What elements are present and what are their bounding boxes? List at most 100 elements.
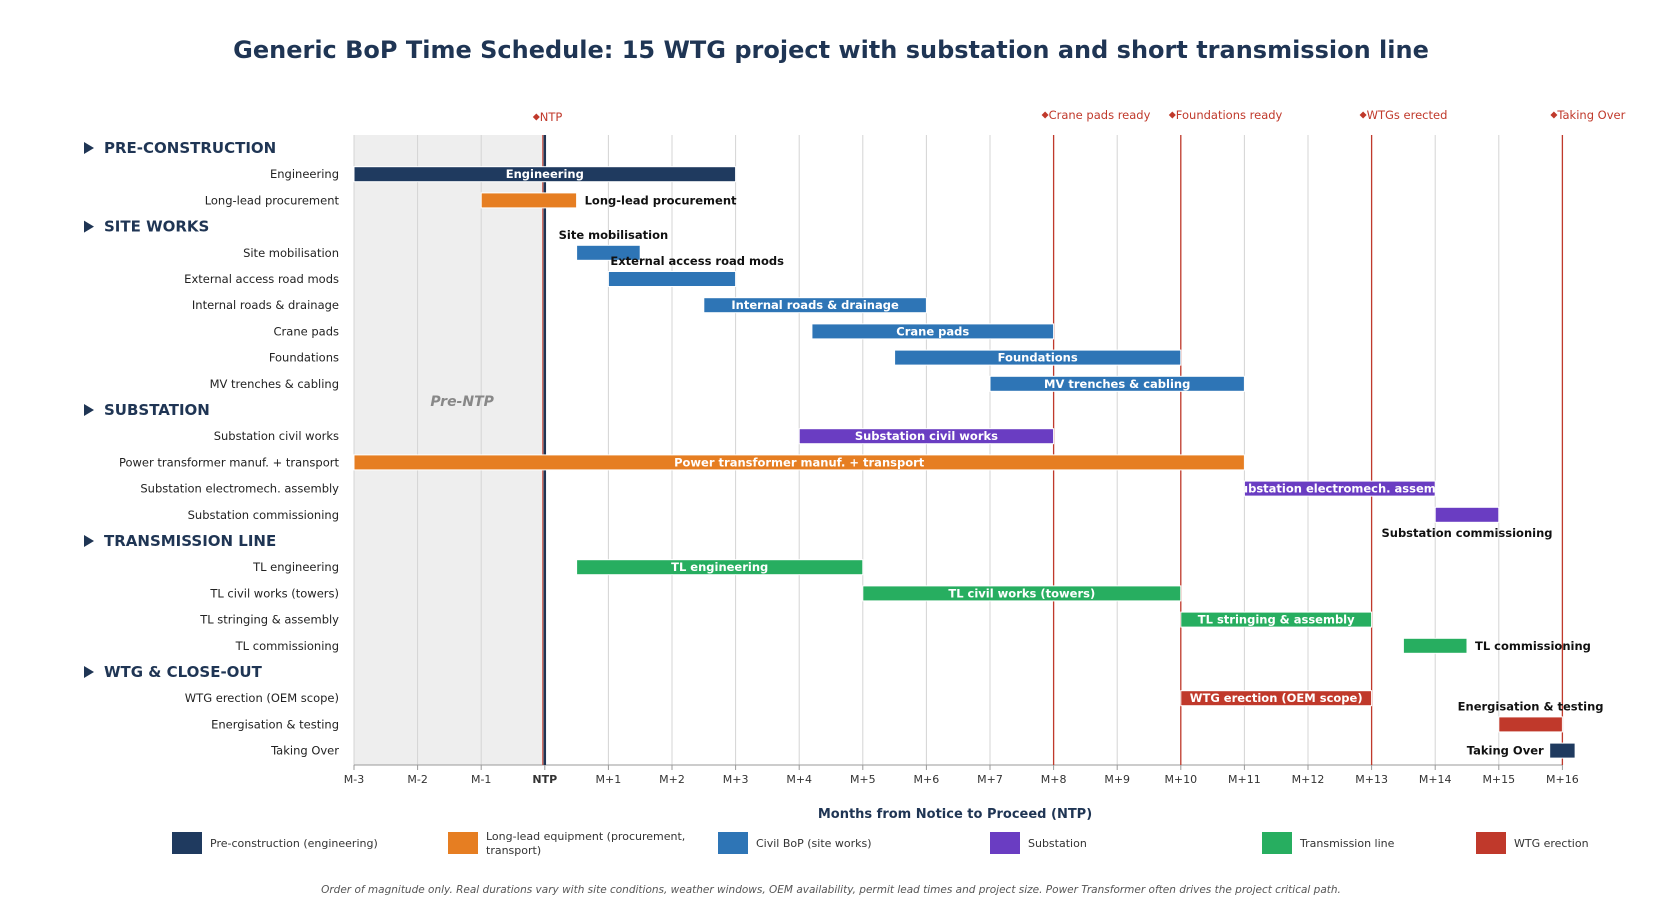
task-label: Crane pads bbox=[274, 324, 339, 338]
task-label: Internal roads & drainage bbox=[192, 298, 339, 312]
x-tick-label: M+4 bbox=[786, 773, 812, 786]
group-triangle-icon bbox=[84, 220, 94, 233]
x-tick-label: M+7 bbox=[977, 773, 1003, 786]
task-bar bbox=[862, 585, 1182, 602]
x-tick-label: M-1 bbox=[471, 773, 491, 786]
bar-label: Engineering bbox=[506, 167, 584, 181]
legend-swatch bbox=[1262, 832, 1292, 854]
task-bar bbox=[1243, 480, 1436, 497]
group-triangle-icon bbox=[84, 535, 94, 547]
milestone-label: NTP bbox=[540, 110, 563, 124]
milestone-diamond-icon bbox=[1359, 111, 1367, 119]
legend-swatch bbox=[718, 832, 748, 854]
bar-label: TL engineering bbox=[671, 560, 768, 574]
task-bar bbox=[1434, 506, 1500, 523]
bar-label: Long-lead procurement bbox=[585, 193, 737, 207]
x-tick-label: M+12 bbox=[1292, 773, 1325, 786]
task-bar bbox=[1549, 742, 1576, 759]
task-label: TL stringing & assembly bbox=[199, 613, 339, 627]
bar-label: Power transformer manuf. + transport bbox=[674, 455, 925, 469]
x-tick-label: M+8 bbox=[1041, 773, 1067, 786]
x-tick-label: M+5 bbox=[850, 773, 876, 786]
x-tick-label: M+14 bbox=[1419, 773, 1452, 786]
task-bar bbox=[894, 349, 1182, 366]
x-tick-label: M+10 bbox=[1164, 773, 1197, 786]
task-bar bbox=[811, 323, 1055, 340]
bar-label: Energisation & testing bbox=[1458, 699, 1604, 713]
task-bar bbox=[1180, 690, 1373, 707]
legend-swatch bbox=[1476, 832, 1506, 854]
x-tick-label: M+9 bbox=[1104, 773, 1130, 786]
group-label: TRANSMISSION LINE bbox=[104, 532, 276, 550]
x-tick-label: M+15 bbox=[1482, 773, 1515, 786]
task-bar bbox=[1402, 637, 1468, 654]
chart-title: Generic BoP Time Schedule: 15 WTG projec… bbox=[233, 36, 1429, 64]
legend-label: WTG erection bbox=[1514, 837, 1589, 850]
x-tick-label: M-3 bbox=[344, 773, 364, 786]
task-label: TL civil works (towers) bbox=[209, 586, 339, 600]
milestone-diamond-icon bbox=[1168, 111, 1176, 119]
legend-label: Pre-construction (engineering) bbox=[210, 837, 378, 850]
task-label: TL engineering bbox=[252, 560, 339, 574]
bar-label: External access road mods bbox=[610, 254, 784, 268]
group-triangle-icon bbox=[84, 142, 94, 154]
task-label: Long-lead procurement bbox=[205, 193, 340, 207]
task-bar bbox=[480, 192, 578, 209]
task-bar bbox=[1498, 716, 1563, 733]
bar-label: Crane pads bbox=[896, 324, 969, 338]
milestone-diamond-icon bbox=[1041, 111, 1049, 119]
bar-label: Foundations bbox=[998, 351, 1078, 365]
x-tick-label: M+3 bbox=[723, 773, 749, 786]
task-bar bbox=[353, 166, 737, 183]
bar-label: Site mobilisation bbox=[559, 228, 669, 242]
pre-ntp-label: Pre-NTP bbox=[430, 394, 494, 410]
task-bar bbox=[798, 428, 1055, 445]
group-label: PRE-CONSTRUCTION bbox=[104, 139, 276, 157]
legend-swatch bbox=[448, 832, 478, 854]
task-bar bbox=[576, 244, 641, 261]
task-bar bbox=[703, 297, 927, 314]
task-label: Substation commissioning bbox=[188, 508, 339, 522]
milestone-diamond-icon bbox=[1550, 111, 1558, 119]
x-tick-label: NTP bbox=[532, 773, 557, 786]
bar-label: Substation civil works bbox=[855, 429, 998, 443]
x-tick-label: M+6 bbox=[914, 773, 940, 786]
task-label: MV trenches & cabling bbox=[210, 377, 339, 391]
milestone-label: Foundations ready bbox=[1176, 108, 1283, 122]
task-label: TL commissioning bbox=[235, 639, 339, 653]
x-tick-label: M+11 bbox=[1228, 773, 1261, 786]
bar-label: MV trenches & cabling bbox=[1044, 377, 1190, 391]
task-label: Substation civil works bbox=[214, 429, 339, 443]
milestone-label: Crane pads ready bbox=[1049, 108, 1151, 122]
group-triangle-icon bbox=[84, 666, 94, 678]
bar-label: TL stringing & assembly bbox=[1198, 613, 1355, 627]
legend-swatch bbox=[172, 832, 202, 854]
task-label: Power transformer manuf. + transport bbox=[119, 455, 340, 469]
x-axis-label: Months from Notice to Proceed (NTP) bbox=[818, 807, 1092, 822]
legend-label: Long-lead equipment (procurement, transpo… bbox=[486, 830, 685, 857]
bar-label: WTG erection (OEM scope) bbox=[1190, 691, 1363, 705]
group-triangle-icon bbox=[84, 404, 94, 416]
x-tick-label: M-2 bbox=[407, 773, 427, 786]
task-label: Foundations bbox=[269, 351, 339, 365]
plot-background bbox=[354, 135, 1563, 765]
legend-label: Civil BoP (site works) bbox=[756, 837, 872, 850]
bar-label: Substation electromech. assembl bbox=[1232, 482, 1448, 496]
bar-label: TL civil works (towers) bbox=[948, 586, 1095, 600]
bar-label: Internal roads & drainage bbox=[731, 298, 899, 312]
x-tick-label: M+2 bbox=[659, 773, 685, 786]
pre-ntp-shading bbox=[354, 135, 545, 765]
task-label: Site mobilisation bbox=[243, 246, 339, 260]
task-label: WTG erection (OEM scope) bbox=[185, 691, 339, 705]
group-label: SUBSTATION bbox=[104, 401, 210, 419]
x-tick-label: M+16 bbox=[1546, 773, 1579, 786]
legend-label: Transmission line bbox=[1299, 837, 1395, 850]
task-label: Taking Over bbox=[270, 744, 339, 758]
bar-label: Substation commissioning bbox=[1381, 526, 1552, 540]
footnote: Order of magnitude only. Real durations … bbox=[321, 884, 1341, 896]
task-label: External access road mods bbox=[184, 272, 339, 286]
bar-label: TL commissioning bbox=[1475, 639, 1591, 653]
task-label: Energisation & testing bbox=[211, 717, 339, 731]
milestone-label: WTGs erected bbox=[1367, 108, 1448, 122]
